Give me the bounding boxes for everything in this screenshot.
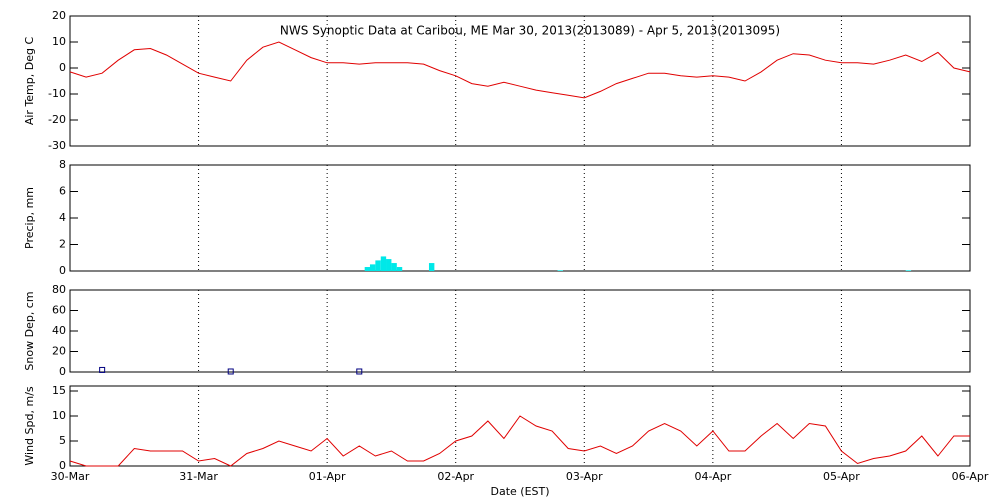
x-tick-label: 06-Apr	[952, 470, 989, 483]
x-tick-label: 02-Apr	[437, 470, 474, 483]
x-tick-label: 30-Mar	[51, 470, 90, 483]
y-tick-label: -20	[48, 113, 66, 126]
panel-frame	[69, 164, 971, 272]
bar	[391, 263, 397, 271]
y-tick-label: 0	[59, 61, 66, 74]
bar	[396, 267, 403, 271]
line	[69, 41, 971, 99]
marker	[356, 368, 363, 375]
x-tick-label: 03-Apr	[566, 470, 603, 483]
y-tick-label: 0	[59, 264, 66, 277]
y-tick-label: 5	[59, 434, 66, 447]
y-tick-label: 80	[52, 283, 66, 296]
y-tick-label: 2	[59, 238, 66, 251]
y-axis-label: Precip, mm	[23, 187, 36, 249]
y-tick-label: 60	[52, 304, 66, 317]
y-tick-label: 0	[59, 365, 66, 378]
x-tick-label: 31-Mar	[179, 470, 218, 483]
bar	[364, 267, 371, 271]
line	[69, 415, 970, 467]
y-tick-label: 10	[52, 35, 66, 48]
bar	[386, 259, 392, 271]
y-tick-label: -30	[48, 139, 66, 152]
bar	[428, 263, 435, 271]
panel-frame	[69, 289, 971, 373]
y-axis-label: Wind Spd, m/s	[23, 386, 36, 466]
x-tick-label: 04-Apr	[694, 470, 731, 483]
x-tick-label: 05-Apr	[823, 470, 860, 483]
x-tick-label: 01-Apr	[309, 470, 346, 483]
marker	[227, 368, 234, 375]
y-tick-label: 8	[59, 158, 66, 171]
x-axis-label: Date (EST)	[490, 485, 549, 498]
y-tick-label: 4	[59, 211, 66, 224]
bar	[380, 256, 387, 271]
y-tick-label: 6	[59, 185, 66, 198]
y-tick-label: 20	[52, 345, 66, 358]
y-tick-label: 20	[52, 9, 66, 22]
y-tick-label: 10	[52, 409, 66, 422]
y-axis-label: Air Temp, Deg C	[23, 37, 36, 126]
bar	[905, 270, 912, 271]
marker	[99, 366, 106, 373]
bar	[557, 270, 563, 271]
y-tick-label: 15	[52, 384, 66, 397]
y-tick-label: 40	[52, 324, 66, 337]
panel-frame	[69, 385, 971, 467]
y-tick-label: -10	[48, 87, 66, 100]
y-tick-label: 0	[59, 459, 66, 472]
y-axis-label: Snow Dep, cm	[23, 291, 36, 370]
bar	[369, 264, 376, 271]
bar	[375, 260, 381, 271]
chart-title: NWS Synoptic Data at Caribou, ME Mar 30,…	[280, 24, 780, 38]
